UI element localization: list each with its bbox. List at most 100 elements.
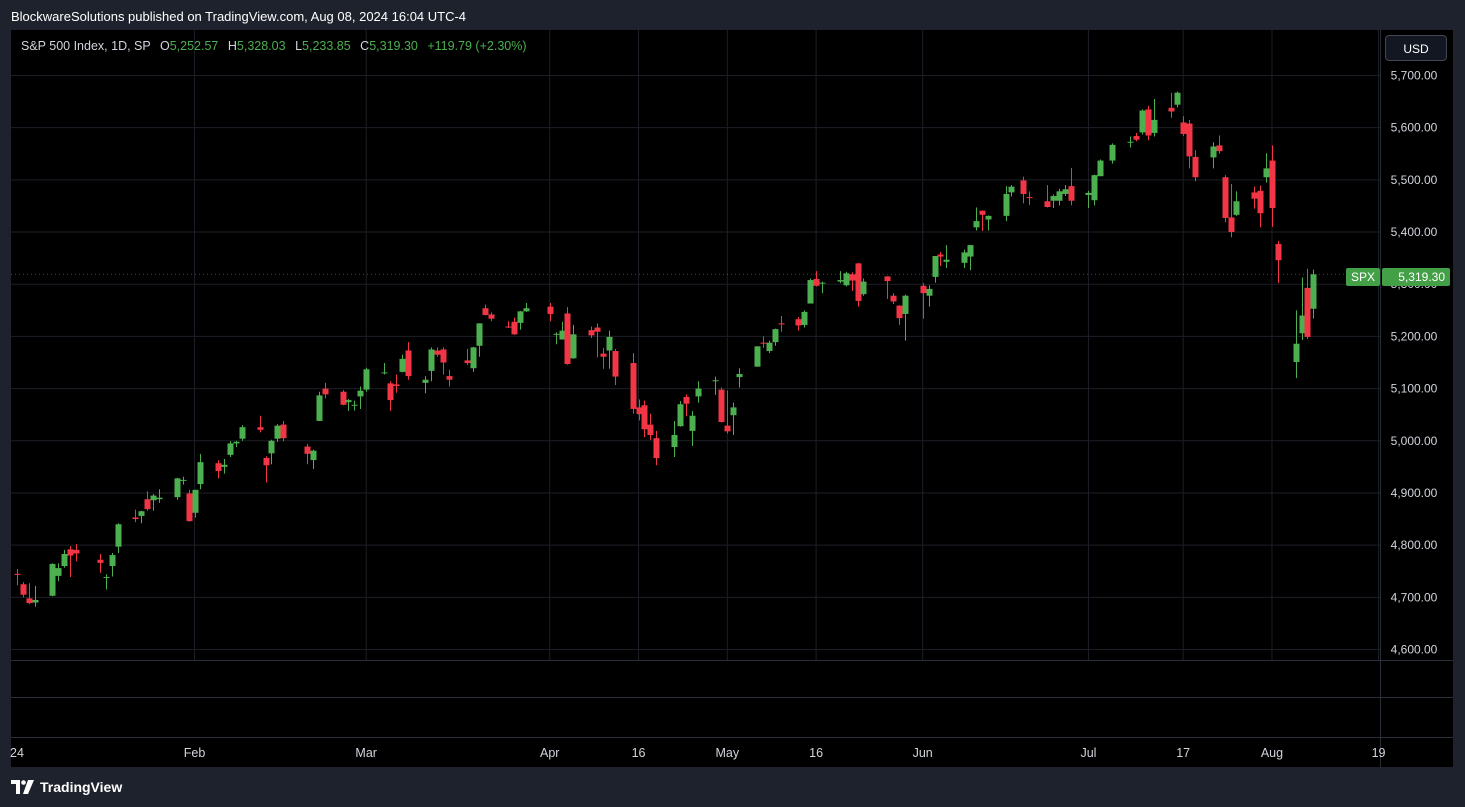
tradingview-logo[interactable]: TradingView [11, 779, 122, 795]
candle-body[interactable] [766, 342, 773, 352]
candle-body[interactable] [1257, 190, 1264, 214]
candle-body[interactable] [476, 323, 483, 346]
candle-body[interactable] [428, 349, 435, 371]
candle-body[interactable] [268, 440, 275, 454]
candle-body[interactable] [1222, 177, 1229, 218]
candle-body[interactable] [689, 415, 696, 431]
candle-body[interactable] [1304, 287, 1311, 337]
candle-body[interactable] [594, 327, 601, 332]
candle-body[interactable] [1168, 107, 1175, 112]
candle-body[interactable] [1109, 144, 1116, 161]
candle-body[interactable] [464, 360, 471, 364]
candle-body[interactable] [1050, 196, 1057, 201]
candle-body[interactable] [1180, 122, 1187, 134]
candle-body[interactable] [920, 285, 927, 294]
candle-body[interactable] [14, 573, 21, 575]
candle-body[interactable] [180, 479, 187, 481]
candle-body[interactable] [1275, 244, 1282, 261]
candle-body[interactable] [547, 306, 554, 314]
candle-body[interactable] [61, 554, 68, 567]
candle-body[interactable] [1192, 156, 1199, 178]
candle-body[interactable] [647, 424, 654, 436]
candle-body[interactable] [1299, 315, 1306, 334]
candle-body[interactable] [985, 215, 992, 220]
candle-body[interactable] [1062, 189, 1069, 194]
candle-body[interactable] [215, 463, 222, 472]
candle-body[interactable] [482, 308, 489, 316]
candle-body[interactable] [683, 396, 690, 404]
candle-body[interactable] [20, 584, 27, 595]
candle-body[interactable] [695, 388, 702, 397]
candle-body[interactable] [760, 342, 767, 344]
candle-body[interactable] [399, 358, 406, 372]
candle-body[interactable] [517, 311, 524, 323]
candle-body[interactable] [304, 446, 311, 454]
candle-body[interactable] [926, 288, 933, 296]
candle-body[interactable] [1003, 193, 1010, 216]
candle-body[interactable] [488, 314, 495, 319]
candle-body[interactable] [671, 435, 678, 448]
candle-body[interactable] [1174, 92, 1181, 105]
candle-body[interactable] [961, 252, 968, 263]
candle-body[interactable] [186, 493, 193, 522]
candle-body[interactable] [357, 390, 364, 397]
candle-body[interactable] [600, 353, 607, 357]
candle-body[interactable] [819, 282, 826, 284]
candle-body[interactable] [973, 221, 980, 228]
candle-body[interactable] [257, 427, 264, 430]
candle-body[interactable] [967, 245, 974, 257]
candle-body[interactable] [795, 319, 802, 326]
candle-body[interactable] [26, 598, 33, 604]
candle-body[interactable] [1026, 197, 1033, 199]
candle-body[interactable] [1056, 191, 1063, 201]
candle-body[interactable] [1310, 274, 1317, 309]
candle-body[interactable] [97, 559, 104, 563]
currency-button[interactable]: USD [1385, 35, 1447, 61]
candle-body[interactable] [103, 576, 110, 578]
candle-body[interactable] [932, 256, 939, 277]
candle-body[interactable] [1263, 168, 1270, 178]
candle-body[interactable] [801, 311, 808, 325]
candle-body[interactable] [902, 295, 909, 314]
candle-body[interactable] [233, 441, 240, 444]
candle-body[interactable] [1210, 146, 1217, 158]
candle-body[interactable] [559, 330, 566, 340]
candle-body[interactable] [55, 568, 62, 576]
candle-body[interactable] [150, 495, 157, 501]
candle-body[interactable] [979, 210, 986, 215]
candle-body[interactable] [73, 549, 80, 554]
candle-body[interactable] [1091, 175, 1098, 201]
candle-body[interactable] [446, 376, 453, 380]
candle-body[interactable] [1097, 160, 1104, 177]
candle-body[interactable] [67, 549, 74, 556]
candle-body[interactable] [636, 407, 643, 415]
candle-body[interactable] [310, 450, 317, 461]
candle-body[interactable] [937, 254, 944, 257]
candle-body[interactable] [115, 524, 122, 547]
candle-body[interactable] [1133, 136, 1140, 140]
candle-body[interactable] [778, 323, 785, 325]
candle-body[interactable] [772, 329, 779, 343]
candle-body[interactable] [1020, 180, 1027, 194]
candle-body[interactable] [316, 395, 323, 421]
candle-body[interactable] [896, 305, 903, 319]
candle-body[interactable] [1233, 201, 1240, 215]
candle-body[interactable] [192, 489, 199, 513]
candle-body[interactable] [630, 363, 637, 409]
candle-body[interactable] [813, 279, 820, 286]
candle-body[interactable] [606, 336, 613, 351]
candle-body[interactable] [612, 351, 619, 377]
candle-body[interactable] [263, 457, 270, 466]
candle-body[interactable] [1085, 192, 1092, 195]
candle-body[interactable] [405, 350, 412, 377]
candle-body[interactable] [1216, 145, 1223, 152]
candle-body[interactable] [221, 464, 228, 467]
candle-body[interactable] [523, 308, 530, 312]
candle-body[interactable] [340, 391, 347, 405]
candle-body[interactable] [807, 280, 814, 304]
candle-body[interactable] [1151, 119, 1158, 133]
candle-body[interactable] [274, 425, 281, 439]
candle-body[interactable] [884, 276, 891, 282]
candle-body[interactable] [724, 425, 731, 432]
